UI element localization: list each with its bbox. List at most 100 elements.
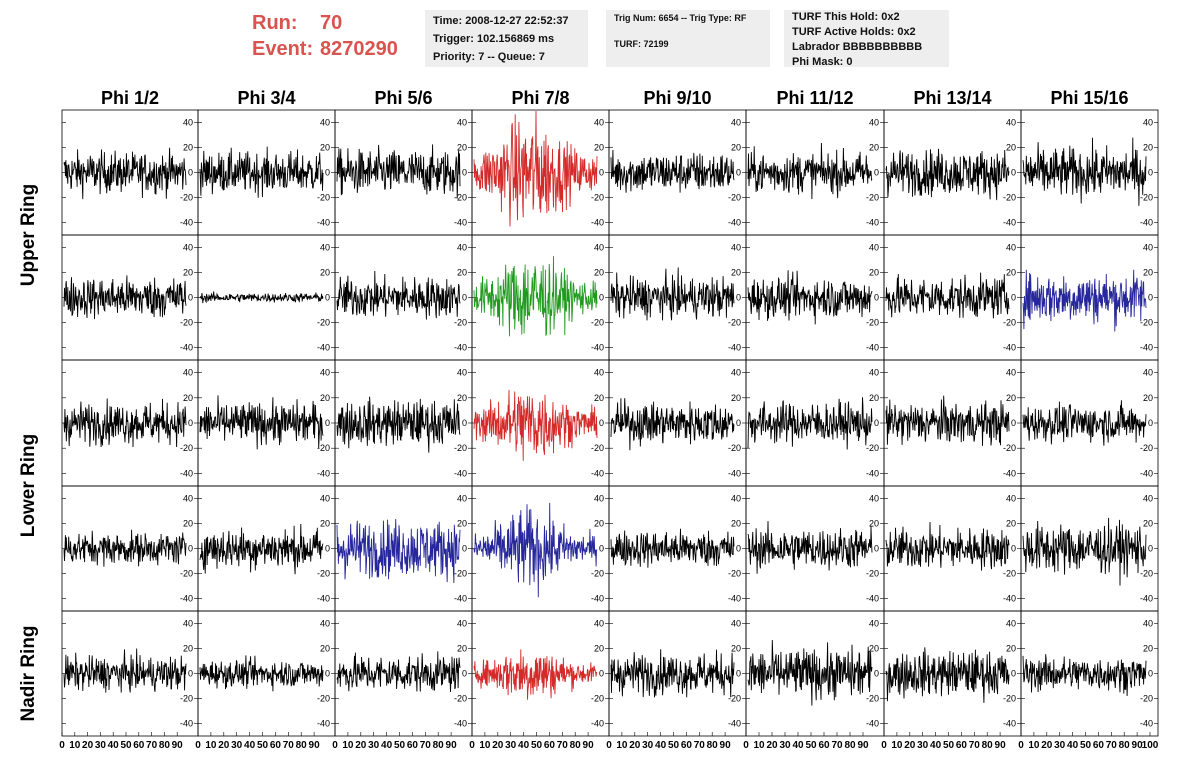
x-tick-label: 20 (355, 740, 367, 751)
x-tick-label: 70 (283, 740, 295, 751)
waveform-trace (199, 395, 324, 450)
waveform-trace (1022, 517, 1147, 586)
y-tick-label: 40 (1143, 243, 1153, 253)
ring-label: Lower Ring (18, 434, 39, 537)
x-tick-label: 70 (969, 740, 981, 751)
x-tick-label: 60 (956, 740, 968, 751)
x-tick-label: 10 (616, 740, 628, 751)
y-tick-label: -40 (180, 343, 193, 353)
y-tick-label: -40 (728, 594, 741, 604)
x-tick-label: 20 (904, 740, 916, 751)
y-tick-label: -40 (317, 468, 330, 478)
y-tick-label: -20 (317, 569, 330, 579)
x-tick-label: 0 (332, 740, 338, 751)
x-tick-label: 60 (133, 740, 145, 751)
y-tick-label: 40 (457, 368, 467, 378)
x-tick-label: 50 (531, 740, 543, 751)
x-tick-label: 90 (720, 740, 732, 751)
y-tick-label: 0 (599, 293, 604, 303)
y-tick-label: 40 (731, 243, 741, 253)
y-tick-label: 40 (594, 118, 604, 128)
turf-this-hold-text: TURF This Hold: 0x2 (792, 11, 900, 23)
waveform-trace (747, 521, 873, 574)
y-tick-label: 20 (1143, 393, 1153, 403)
y-tick-label: 40 (731, 494, 741, 504)
y-tick-label: -40 (591, 218, 604, 228)
waveform-trace (747, 270, 873, 325)
x-tick-label: 40 (518, 740, 530, 751)
event-value: 8270290 (320, 38, 398, 60)
x-tick-label: 80 (296, 740, 308, 751)
y-tick-label: -20 (317, 443, 330, 453)
x-tick-label: 10 (205, 740, 217, 751)
column-header: Phi 9/10 (643, 88, 711, 108)
y-tick-label: 20 (594, 143, 604, 153)
y-tick-label: -20 (1003, 694, 1016, 704)
waveform-trace (610, 528, 735, 568)
x-tick-label: 40 (655, 740, 667, 751)
y-tick-label: -40 (1140, 719, 1153, 729)
y-tick-label: 40 (1143, 494, 1153, 504)
x-tick-label: 40 (244, 740, 256, 751)
y-tick-label: 20 (731, 268, 741, 278)
x-tick-label: 90 (995, 740, 1007, 751)
y-tick-label: -20 (866, 443, 879, 453)
y-tick-label: 0 (599, 669, 604, 679)
waveform-trace (473, 256, 598, 337)
x-tick-label: 10 (479, 740, 491, 751)
y-tick-label: -40 (180, 594, 193, 604)
y-tick-label: -40 (866, 343, 879, 353)
y-tick-label: -40 (1140, 468, 1153, 478)
y-tick-label: -40 (454, 468, 467, 478)
y-tick-label: -20 (454, 193, 467, 203)
y-tick-label: 20 (183, 393, 193, 403)
y-tick-label: -20 (1140, 318, 1153, 328)
y-tick-label: -40 (180, 218, 193, 228)
y-tick-label: 0 (1148, 669, 1153, 679)
waveform-trace (885, 272, 1010, 319)
x-tick-label: 70 (1106, 740, 1118, 751)
x-tick-label: 100 (1142, 740, 1159, 751)
waveform-trace (1022, 654, 1147, 697)
y-tick-label: 20 (731, 519, 741, 529)
y-tick-label: -20 (591, 318, 604, 328)
column-header: Phi 3/4 (237, 88, 295, 108)
y-tick-label: 20 (869, 519, 879, 529)
x-tick-label: 80 (844, 740, 856, 751)
x-tick-label: 50 (120, 740, 132, 751)
y-tick-label: 20 (1006, 393, 1016, 403)
y-tick-label: -20 (180, 694, 193, 704)
y-tick-label: 0 (188, 168, 193, 178)
y-tick-label: 20 (457, 644, 467, 654)
y-tick-label: 20 (183, 143, 193, 153)
y-tick-label: 0 (462, 293, 467, 303)
y-tick-label: 20 (183, 268, 193, 278)
y-tick-label: -40 (180, 719, 193, 729)
waveform-trace (1022, 400, 1147, 446)
labrador-text: Labrador BBBBBBBBBB (792, 41, 923, 53)
x-tick-label: 0 (606, 740, 612, 751)
y-tick-label: 0 (1148, 544, 1153, 554)
y-tick-label: -20 (1003, 318, 1016, 328)
y-tick-label: -20 (866, 318, 879, 328)
y-tick-label: 40 (1143, 368, 1153, 378)
x-tick-label: 50 (668, 740, 680, 751)
y-tick-label: 40 (869, 494, 879, 504)
waveform-trace (199, 291, 324, 304)
turf-active-holds-text: TURF Active Holds: 0x2 (792, 26, 916, 38)
y-tick-label: 20 (457, 143, 467, 153)
y-tick-label: -40 (1140, 343, 1153, 353)
waveform-trace (885, 521, 1010, 571)
y-tick-label: 0 (1148, 168, 1153, 178)
x-tick-label: 40 (792, 740, 804, 751)
y-tick-label: 0 (874, 168, 879, 178)
x-tick-label: 90 (857, 740, 869, 751)
y-tick-label: 0 (599, 418, 604, 428)
y-tick-label: 40 (320, 619, 330, 629)
x-tick-label: 40 (930, 740, 942, 751)
waveform-trace (747, 142, 873, 200)
x-tick-label: 50 (394, 740, 406, 751)
y-tick-label: -40 (317, 594, 330, 604)
y-tick-label: -40 (454, 594, 467, 604)
